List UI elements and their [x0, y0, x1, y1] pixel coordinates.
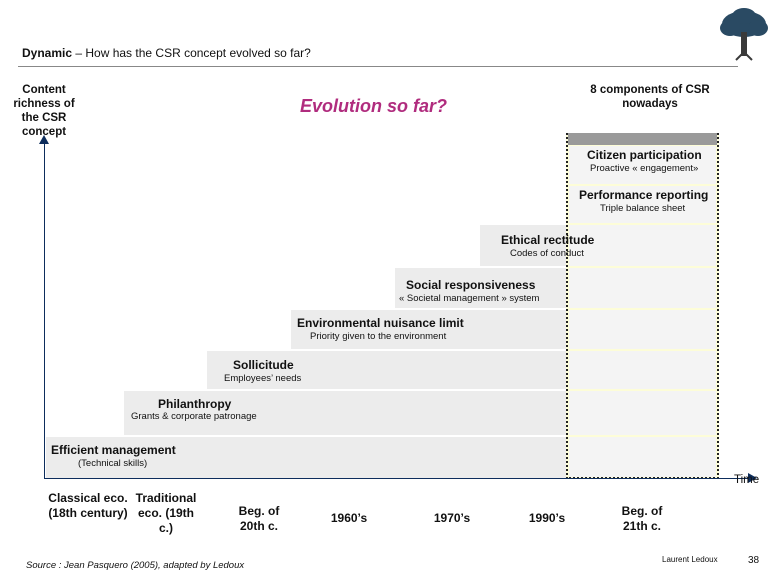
y-axis-line — [44, 142, 45, 478]
components-label: 8 components of CSR nowadays — [590, 84, 710, 110]
step-title-ethical-rectitude: Ethical rectitude — [501, 233, 595, 247]
page-header: Dynamic – How has the CSR concept evolve… — [22, 46, 311, 60]
page-number: 38 — [748, 555, 760, 566]
header-divider — [18, 66, 738, 67]
header-title-bold: Dynamic — [22, 46, 73, 60]
step-subtitle-ethical-rectitude: Codes of conduct — [510, 248, 584, 259]
era-label-traditional: Traditional eco. (19th c.) — [135, 491, 197, 535]
step-title-environmental-nuisance-limit: Environmental nuisance limit — [297, 316, 464, 330]
step-title-philanthropy: Philanthropy — [158, 397, 232, 411]
step-subtitle-citizen-participation: Proactive « engagement» — [590, 163, 699, 174]
step-subtitle-efficient-management: (Technical skills) — [78, 458, 148, 469]
column-header-bar — [568, 133, 717, 145]
step-subtitle-sollicitude: Employees’ needs — [224, 373, 302, 384]
x-axis-line — [44, 478, 750, 479]
component-cell-7 — [569, 186, 716, 223]
source-note: Source : Jean Pasquero (2005), adapted b… — [26, 560, 245, 571]
era-label-classical: Classical eco. (18th century) — [48, 491, 128, 520]
component-cell-4 — [569, 310, 716, 349]
component-cell-6 — [569, 225, 716, 266]
component-cell-2 — [569, 391, 716, 435]
step-title-efficient-management: Efficient management — [51, 443, 176, 457]
x-axis-arrow-icon — [748, 473, 757, 483]
step-title-performance-reporting: Performance reporting — [579, 188, 709, 202]
header-title-rest: – How has the CSR concept evolved so far… — [72, 46, 311, 60]
component-cell-1 — [569, 437, 716, 477]
step-title-sollicitude: Sollicitude — [233, 358, 294, 372]
component-cell-5 — [569, 268, 716, 308]
step-subtitle-performance-reporting: Triple balance sheet — [600, 203, 686, 214]
step-title-citizen-participation: Citizen participation — [587, 148, 702, 162]
component-cell-3 — [569, 351, 716, 389]
era-label-1970s: 1970’s — [433, 511, 471, 525]
author-name: Laurent Ledoux — [662, 555, 718, 564]
y-axis-arrow-icon — [39, 135, 49, 144]
tree-logo-icon — [720, 8, 768, 61]
era-label-beg-21th: Beg. of 21th c. — [621, 504, 663, 533]
x-axis-label: Time — [734, 474, 760, 486]
step-subtitle-philanthropy: Grants & corporate patronage — [131, 411, 257, 422]
era-label-beg-20th: Beg. of 20th c. — [238, 504, 280, 533]
component-cell-8 — [569, 146, 716, 184]
step-subtitle-environmental-nuisance-limit: Priority given to the environment — [310, 331, 447, 342]
y-axis-label: Content richness of the CSR concept — [13, 84, 75, 138]
step-subtitle-social-responsiveness: « Societal management » system — [399, 293, 540, 304]
step-title-social-responsiveness: Social responsiveness — [406, 278, 536, 292]
era-label-1990s: 1990’s — [528, 511, 566, 525]
main-title: Evolution so far? — [300, 96, 448, 116]
era-label-1960s: 1960’s — [330, 511, 368, 525]
